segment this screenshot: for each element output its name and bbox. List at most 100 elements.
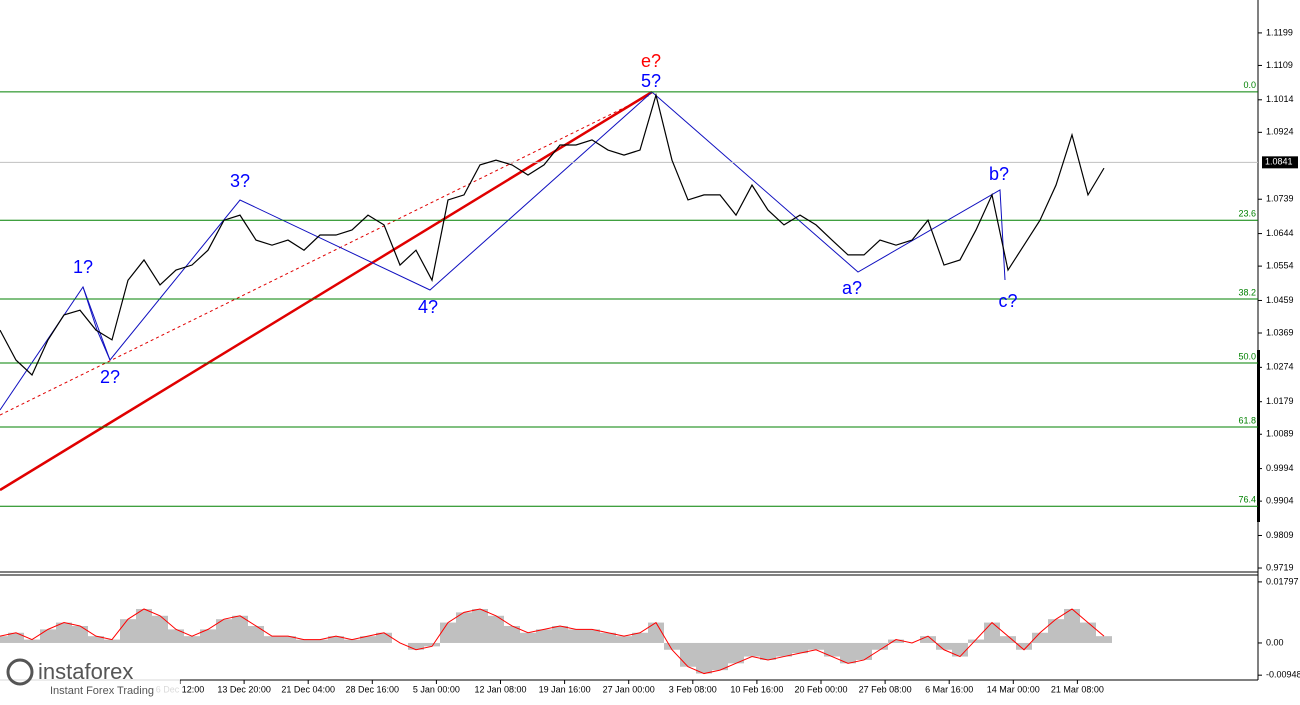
oscillator-bar — [776, 642, 792, 657]
y-tick-label: 1.0459 — [1266, 295, 1294, 305]
oscillator-bar — [296, 639, 312, 643]
oscillator-bar — [376, 632, 392, 643]
x-tick-label: 3 Feb 08:00 — [669, 684, 717, 694]
oscillator-bar — [312, 639, 328, 643]
signal-line — [0, 608, 1105, 675]
x-tick-label: 27 Feb 08:00 — [859, 684, 912, 694]
price-line — [0, 92, 1105, 376]
oscillator-bar — [24, 639, 40, 643]
wave-lines — [0, 91, 1006, 411]
oscillator-bar — [616, 636, 632, 643]
oscillator-bar — [840, 642, 856, 664]
oscillator-bar — [56, 622, 72, 643]
oscillator-bar — [472, 608, 488, 643]
oscillator-bar — [8, 632, 24, 643]
logo-icon — [6, 658, 34, 686]
oscillator-bar — [536, 629, 552, 643]
oscillator-bar — [168, 629, 184, 643]
oscillator-bar — [0, 636, 8, 643]
oscillator-bar — [504, 625, 520, 643]
x-tick-label: 10 Feb 16:00 — [730, 684, 783, 694]
y-tick-label: 1.0554 — [1266, 260, 1294, 270]
fib-label: 38.2 — [1238, 287, 1256, 297]
y-tick-label: 1.0644 — [1266, 228, 1294, 238]
oscillator-bar — [328, 636, 344, 643]
logo-name: instaforex — [38, 659, 133, 684]
oscillator-bar — [728, 642, 744, 664]
oscillator-bar — [248, 625, 264, 643]
oscillator-bar — [1032, 632, 1048, 643]
oscillator-bar — [824, 642, 840, 657]
oscillator-bar — [344, 639, 360, 643]
oscillator-bar — [680, 642, 696, 667]
oscillator-bar — [1048, 619, 1064, 643]
oscillator-bar — [968, 639, 984, 643]
fib-label: 0.0 — [1243, 80, 1256, 90]
oscillator-bar — [1064, 608, 1080, 643]
fib-label: 50.0 — [1238, 351, 1256, 361]
oscillator-bar — [584, 629, 600, 643]
oscillator-bar — [216, 619, 232, 643]
oscillator-bar — [152, 615, 168, 643]
oscillator-bar — [760, 642, 776, 660]
oscillator-bar — [872, 642, 888, 650]
oscillator-bar — [184, 636, 200, 643]
x-tick-label: 19 Jan 16:00 — [539, 684, 591, 694]
oscillator-bar — [40, 629, 56, 643]
y-tick-label: 1.0089 — [1266, 429, 1294, 439]
wave-label: e? — [641, 51, 661, 71]
y-tick-label: 1.1014 — [1266, 94, 1294, 104]
oscillator-bar — [792, 642, 808, 654]
fib-label: 76.4 — [1238, 495, 1256, 505]
x-tick-label: 5 Jan 00:00 — [413, 684, 460, 694]
wave-label: b? — [989, 164, 1009, 184]
oscillator-bar — [232, 615, 248, 643]
logo-tagline: Instant Forex Trading — [50, 685, 154, 697]
oscillator-bar — [104, 639, 120, 643]
x-tick-label: 27 Jan 00:00 — [603, 684, 655, 694]
oscillator-bar — [1080, 622, 1096, 643]
oscillator-bar — [712, 642, 728, 671]
y-tick-label: 1.1109 — [1266, 60, 1293, 70]
y-tick-label: 1.0924 — [1266, 127, 1294, 137]
y-tick-label: 0.9809 — [1266, 530, 1294, 540]
trend-line — [0, 90, 653, 492]
y-tick-label: 0.9904 — [1266, 496, 1294, 506]
oscillator-bar — [360, 636, 376, 643]
oscillator-bar — [136, 608, 152, 643]
x-tick-label: 21 Mar 08:00 — [1051, 684, 1104, 694]
wave-label: 2? — [100, 367, 120, 387]
trend-line-dashed — [0, 94, 651, 416]
oscillator-bar — [856, 642, 872, 660]
oscillator-bar — [696, 642, 712, 674]
oscillator-bar — [408, 642, 424, 650]
wave-label: 4? — [418, 297, 438, 317]
wave-lines — [82, 286, 111, 361]
oscillator-bar — [72, 625, 88, 643]
oscillator-bar — [648, 622, 664, 643]
wave-label: 1? — [73, 257, 93, 277]
oscillator-bar — [984, 622, 1000, 643]
wave-label: 3? — [230, 171, 250, 191]
wave-label: 5? — [641, 71, 661, 91]
x-tick-label: 6 Mar 16:00 — [925, 684, 973, 694]
oscillator-bar — [744, 642, 760, 657]
oscillator-bar — [936, 642, 952, 650]
y-tick-label: 0.01797 — [1266, 576, 1299, 586]
logo: instaforex Instant Forex Trading — [0, 656, 180, 700]
current-price-label: 1.0841 — [1265, 157, 1293, 167]
oscillator-bar — [1000, 636, 1016, 643]
fib-label: 23.6 — [1238, 209, 1256, 219]
oscillator-bar — [264, 636, 280, 643]
oscillator-bar — [520, 632, 536, 643]
oscillator-bar — [456, 612, 472, 643]
oscillator-bar — [808, 642, 824, 650]
x-tick-label: 12 Jan 08:00 — [474, 684, 526, 694]
x-tick-label: 13 Dec 20:00 — [217, 684, 271, 694]
scroll-marker — [1257, 350, 1260, 522]
fib-label: 61.8 — [1238, 415, 1256, 425]
wave-label: a? — [842, 278, 862, 298]
oscillator-bar — [424, 642, 440, 647]
x-tick-label: 14 Mar 00:00 — [987, 684, 1040, 694]
